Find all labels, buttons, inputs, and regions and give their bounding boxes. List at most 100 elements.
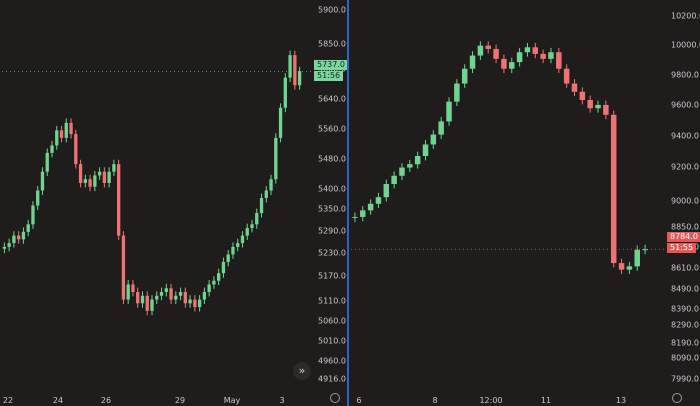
- right-x-tick: 13: [615, 396, 627, 405]
- left-y-tick: 5170.0: [318, 271, 346, 281]
- left-candle-body: [212, 280, 216, 285]
- left-candle-body: [107, 171, 111, 183]
- left-y-tick: 5640.0: [318, 94, 346, 104]
- right-candlestick-chart[interactable]: [349, 0, 700, 406]
- right-candle-body: [540, 53, 546, 59]
- right-candle-body: [587, 100, 593, 109]
- right-y-tick: 8390.0: [671, 304, 699, 314]
- left-candle-body: [159, 292, 164, 296]
- left-candle-body: [12, 235, 16, 244]
- right-y-tick: 7990.0: [671, 374, 699, 384]
- right-candle-body: [579, 91, 586, 100]
- right-candle-body: [438, 121, 444, 135]
- right-candle-body: [469, 55, 476, 69]
- right-candle-body: [610, 114, 617, 264]
- right-y-tick: 9400.0: [671, 131, 699, 141]
- left-candle-body: [36, 190, 40, 206]
- left-candle-body: [250, 224, 254, 229]
- left-candle-body: [88, 179, 92, 187]
- right-candle-body: [571, 83, 578, 92]
- left-candle-body: [59, 130, 64, 138]
- left-candle-body: [31, 205, 35, 225]
- left-candle-body: [55, 130, 59, 146]
- left-candle-body: [240, 235, 245, 244]
- right-candle-body: [548, 52, 554, 59]
- left-candle-body: [269, 179, 273, 191]
- right-y-tick: 9200.0: [671, 162, 699, 172]
- left-y-tick: 5230.0: [318, 248, 346, 258]
- left-y-tick: 5060.0: [318, 316, 346, 326]
- left-x-tick: 22: [2, 396, 14, 405]
- left-x-tick: 26: [100, 396, 112, 405]
- right-candle-body: [446, 101, 452, 122]
- right-candle-body: [430, 134, 437, 145]
- right-y-tick: 8850.0: [671, 222, 699, 232]
- right-y-tick: 10000.0: [671, 40, 700, 50]
- scroll-to-realtime-button[interactable]: »: [293, 362, 311, 380]
- left-candle-body: [164, 288, 168, 293]
- left-candle-body: [174, 295, 178, 300]
- left-candle-body: [26, 224, 30, 232]
- left-candle-body: [45, 152, 49, 172]
- right-candle-body: [391, 175, 397, 184]
- right-candle-body: [375, 197, 382, 204]
- left-candle-body: [140, 295, 145, 304]
- right-candle-body: [414, 156, 421, 165]
- left-candle-body: [74, 134, 78, 165]
- left-y-tick: 5900.0: [318, 5, 346, 15]
- left-y-tick: 5290.0: [318, 226, 346, 236]
- right-x-tick: 11: [540, 396, 552, 405]
- right-y-tick: 8190.0: [671, 338, 699, 348]
- right-candle-body: [454, 83, 460, 102]
- right-candle-body: [461, 68, 468, 84]
- left-y-tick: 5850.0: [318, 39, 346, 49]
- left-candle-body: [102, 171, 107, 183]
- left-y-tick: 4960.0: [318, 356, 346, 366]
- right-candle-body: [399, 167, 405, 176]
- left-x-tick: 3: [279, 396, 285, 405]
- right-candle-body: [501, 58, 507, 69]
- pane-divider[interactable]: [347, 0, 349, 406]
- left-candle-body: [136, 292, 140, 304]
- left-candle-body: [17, 235, 21, 240]
- right-candle-body: [422, 144, 429, 156]
- left-y-tick: 5350.0: [318, 204, 346, 214]
- right-candle-body: [603, 104, 609, 115]
- left-axis-settings-icon[interactable]: [330, 393, 340, 403]
- right-candle-body: [532, 47, 539, 54]
- left-candle-body: [112, 164, 116, 172]
- left-last-price-tag: 5737.0: [314, 60, 348, 70]
- right-y-tick: 8610.0: [671, 263, 699, 273]
- left-candle-body: [117, 164, 121, 236]
- left-candle-body: [126, 284, 130, 300]
- right-candle-body: [595, 104, 601, 109]
- left-candle-body: [83, 179, 87, 183]
- left-candle-body: [217, 273, 221, 281]
- right-candle-body: [407, 164, 413, 168]
- right-x-tick: 12:00: [479, 396, 503, 405]
- left-candle-body: [255, 213, 259, 225]
- right-chart-pane[interactable]: 10200.0 10000.0 9800.0 9600.0 9400.0 9200.0 90…: [349, 0, 700, 406]
- right-axis-settings-icon[interactable]: [672, 393, 682, 403]
- left-x-tick: 24: [52, 396, 64, 405]
- left-y-tick: 4916.0: [318, 374, 346, 384]
- left-candle-body: [7, 243, 11, 247]
- left-candle-body: [226, 254, 230, 262]
- right-y-tick: 9800.0: [671, 70, 699, 80]
- left-y-tick: 5110.0: [318, 296, 346, 306]
- left-chart-pane[interactable]: 5900.05850.05800.05640.05560.05480.05400…: [0, 0, 348, 406]
- left-candle-body: [169, 288, 173, 300]
- right-candle-body: [477, 45, 484, 56]
- right-candle-body: [634, 249, 640, 267]
- left-candle-body: [21, 231, 26, 240]
- left-candle-body: [264, 190, 268, 199]
- right-x-tick: 8: [432, 396, 438, 405]
- right-candle-body: [360, 210, 366, 217]
- left-candle-body: [207, 284, 211, 293]
- right-candle-body: [516, 52, 523, 63]
- left-candle-body: [297, 71, 302, 86]
- left-candle-body: [245, 228, 249, 236]
- left-candlestick-chart[interactable]: [0, 0, 348, 406]
- right-candle-body: [563, 68, 570, 84]
- left-candle-body: [288, 55, 292, 78]
